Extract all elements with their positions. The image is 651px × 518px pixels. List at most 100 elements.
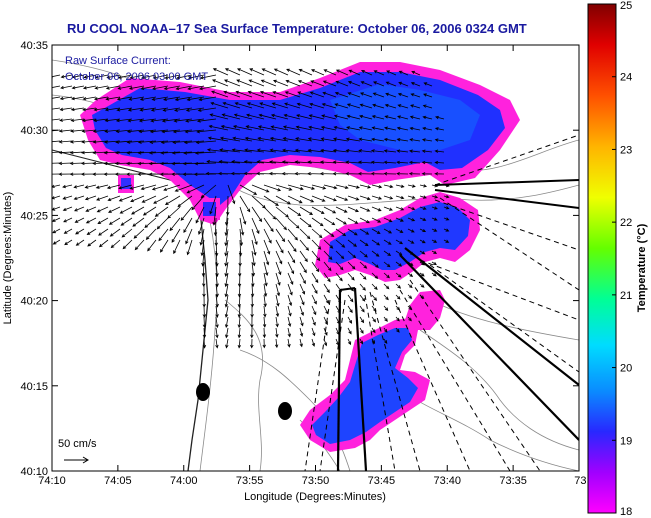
current-arrow xyxy=(225,338,229,349)
current-arrow xyxy=(383,206,393,211)
current-arrow xyxy=(52,96,61,101)
current-arrow xyxy=(359,272,367,280)
current-arrow xyxy=(299,272,306,285)
current-arrow xyxy=(227,184,236,205)
current-arrow xyxy=(199,74,217,80)
current-arrow xyxy=(173,239,181,255)
current-arrow xyxy=(282,125,301,131)
current-arrow xyxy=(247,90,265,98)
current-arrow xyxy=(396,126,409,131)
current-arrow xyxy=(386,70,397,76)
current-arrow xyxy=(371,206,382,212)
current-arrow xyxy=(287,294,293,307)
current-arrow xyxy=(422,104,433,109)
current-arrow xyxy=(311,217,324,227)
current-arrow xyxy=(251,250,256,267)
current-arrow xyxy=(52,195,61,200)
current-arrow xyxy=(120,217,133,226)
current-arrow xyxy=(371,137,385,142)
current-arrow xyxy=(320,148,337,153)
current-arrow xyxy=(52,173,61,175)
current-arrow xyxy=(443,239,450,243)
current-arrow xyxy=(96,206,109,213)
current-arrow xyxy=(174,107,193,112)
current-arrow xyxy=(58,129,73,133)
current-arrow xyxy=(236,79,253,87)
current-arrow xyxy=(434,149,445,153)
current-arrow xyxy=(397,104,409,109)
current-arrow xyxy=(212,68,229,76)
current-arrow xyxy=(275,283,281,297)
current-arrow xyxy=(222,102,241,109)
current-arrow xyxy=(215,294,219,308)
chart-title: RU COOL NOAA–17 Sea Surface Temperature:… xyxy=(67,21,527,36)
current-arrow xyxy=(383,305,389,312)
current-arrow xyxy=(106,184,121,190)
current-arrow xyxy=(395,327,400,333)
current-arrow xyxy=(149,140,169,144)
current-arrow xyxy=(383,283,390,290)
current-arrow xyxy=(119,206,133,214)
current-arrow xyxy=(395,305,400,311)
current-arrow xyxy=(360,70,373,76)
current-arrow xyxy=(334,103,349,109)
current-arrow xyxy=(224,316,229,329)
current-arrow xyxy=(275,305,280,318)
current-arrow xyxy=(52,140,61,143)
current-arrow xyxy=(199,85,217,91)
current-arrow xyxy=(309,91,325,98)
current-arrow xyxy=(347,338,352,346)
current-arrow xyxy=(160,161,181,166)
current-arrow xyxy=(287,338,291,348)
current-arrow xyxy=(182,161,205,166)
current-arrow xyxy=(223,90,241,98)
current-arrow xyxy=(283,113,301,120)
current-arrow xyxy=(371,261,379,268)
current-arrow xyxy=(419,228,427,232)
current-arrow xyxy=(128,96,145,101)
current-arrow xyxy=(422,115,433,120)
current-arrow xyxy=(383,250,392,257)
current-arrow xyxy=(443,206,450,210)
current-arrow xyxy=(209,113,229,120)
current-arrow xyxy=(84,195,97,201)
current-arrow xyxy=(263,272,268,287)
current-arrow xyxy=(128,85,145,90)
current-arrow xyxy=(224,294,229,308)
current-arrow xyxy=(114,161,133,166)
current-arrow xyxy=(359,217,370,224)
current-arrow xyxy=(215,283,219,298)
current-arrow xyxy=(52,239,61,245)
current-arrow xyxy=(407,217,416,222)
current-arrow xyxy=(323,217,336,226)
current-arrow xyxy=(95,184,109,189)
current-arrow xyxy=(250,305,254,318)
current-arrow xyxy=(347,80,361,87)
current-arrow xyxy=(434,160,445,165)
current-arrow xyxy=(142,206,157,216)
current-arrow xyxy=(407,239,415,244)
current-arrow xyxy=(359,316,365,324)
current-arrow xyxy=(215,305,219,318)
current-arrow xyxy=(174,96,193,102)
current-arrow xyxy=(395,294,401,300)
y-tick-label: 40:10 xyxy=(20,466,48,478)
current-arrow xyxy=(407,294,413,299)
current-arrow xyxy=(383,239,392,245)
current-arrow xyxy=(116,96,133,101)
current-arrow xyxy=(62,195,73,200)
current-arrow xyxy=(221,113,241,120)
current-arrow xyxy=(58,161,73,166)
current-arrow xyxy=(251,239,257,256)
current-arrow xyxy=(232,125,253,131)
colorbar-tick-label: 22 xyxy=(620,217,632,229)
current-arrow xyxy=(219,136,241,142)
current-arrow xyxy=(52,184,61,188)
current-arrow xyxy=(371,294,378,301)
current-arrow xyxy=(359,250,368,258)
current-arrow xyxy=(220,125,241,131)
current-arrow xyxy=(296,114,313,120)
current-arrow xyxy=(234,102,253,109)
current-arrow xyxy=(284,102,301,109)
